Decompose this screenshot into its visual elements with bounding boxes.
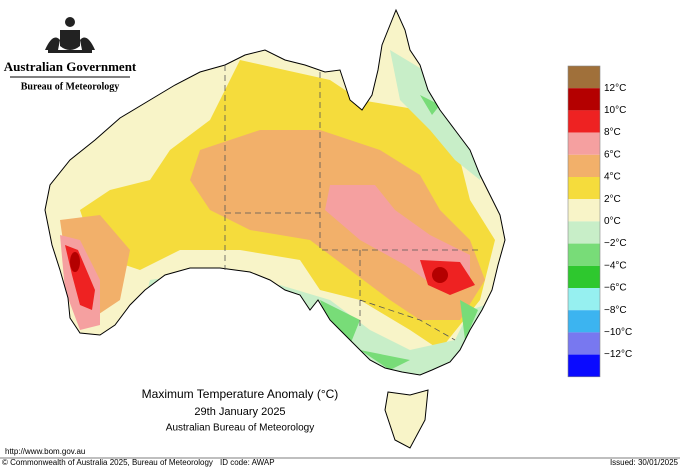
legend-swatch <box>568 177 600 200</box>
url[interactable]: http://www.bom.gov.au <box>5 447 85 456</box>
legend-label: 12°C <box>604 83 626 94</box>
legend-swatch <box>568 243 600 266</box>
coat-of-arms <box>45 17 95 53</box>
id-code: ID code: AWAP <box>220 458 275 467</box>
issued: Issued: 30/01/2025 <box>610 458 679 467</box>
legend-swatch <box>568 288 600 311</box>
legend-swatch <box>568 265 600 288</box>
government-name: Australian Government <box>4 59 137 74</box>
legend-swatch <box>568 199 600 222</box>
legend-label: 10°C <box>604 105 626 116</box>
copyright: © Commonwealth of Australia 2025, Bureau… <box>2 458 213 467</box>
legend-label: −12°C <box>604 349 632 360</box>
legend-swatch <box>568 66 600 89</box>
legend-label: 6°C <box>604 149 621 160</box>
anomaly-region <box>432 267 448 283</box>
legend-swatch <box>568 154 600 177</box>
legend-label: −4°C <box>604 260 627 271</box>
coastline <box>44 8 506 449</box>
legend-swatch <box>568 88 600 111</box>
legend-frame <box>567 65 601 378</box>
legend-label: 4°C <box>604 172 621 183</box>
legend-label: −2°C <box>604 238 627 249</box>
legend-swatch <box>568 132 600 155</box>
agency-name: Bureau of Meteorology <box>21 81 120 92</box>
legend-swatch <box>568 310 600 333</box>
state-borders <box>224 65 480 341</box>
anomaly-region <box>60 185 470 330</box>
legend-label: 2°C <box>604 194 621 205</box>
legend-label: −6°C <box>604 283 627 294</box>
legend-swatch <box>568 354 600 377</box>
legend: 12°C 10°C 8°C 6°C 4°C 2°C 0°C −2°C −4°C −6°C −8°C −… <box>567 65 632 378</box>
legend-label: −8°C <box>604 305 627 316</box>
legend-swatch <box>568 332 600 355</box>
legend-swatch <box>568 221 600 244</box>
legend-label: 0°C <box>604 216 621 227</box>
legend-label: 8°C <box>604 127 621 138</box>
anomaly-region <box>70 252 80 272</box>
anomaly-region <box>60 130 485 320</box>
map-title: Maximum Temperature Anomaly (°C) <box>142 387 339 401</box>
legend-swatch <box>568 110 600 133</box>
map-source: Australian Bureau of Meteorology <box>166 423 314 434</box>
legend-label: −10°C <box>604 327 632 338</box>
map-date: 29th January 2025 <box>194 406 285 418</box>
